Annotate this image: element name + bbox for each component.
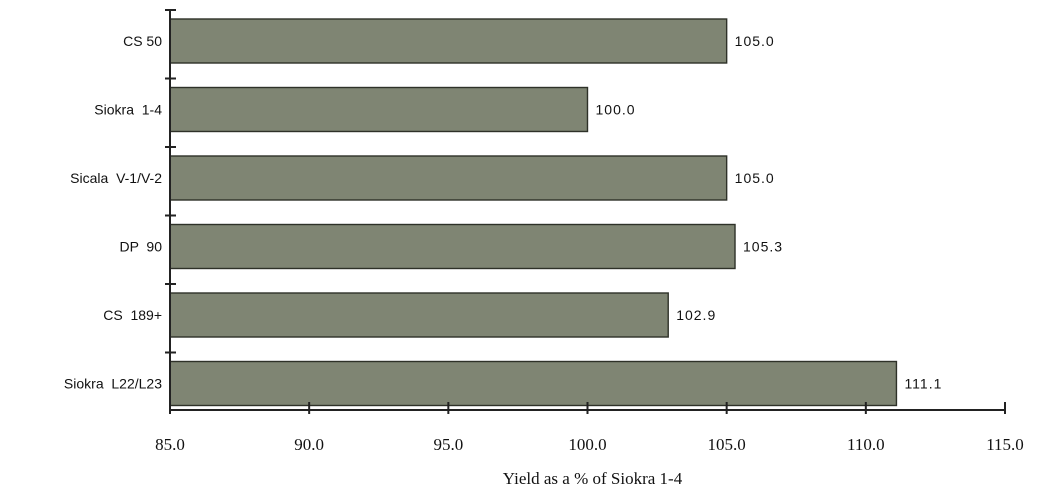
bars-group (169, 18, 898, 407)
category-label: Sicala V-1/V-2 (70, 170, 162, 186)
x-axis-title: Yield as a % of Siokra 1-4 (503, 469, 683, 488)
x-tick-label: 105.0 (708, 435, 746, 454)
x-tick-label: 110.0 (847, 435, 885, 454)
x-ticks-group: 85.0 90.0 95.0 100.0 105.0 110.0 115.0 (155, 402, 1024, 454)
category-label: CS 50 (123, 33, 162, 49)
category-label: CS 189+ (103, 307, 162, 323)
value-labels-group: 105.0 100.0 105.0 105.3 102.9 111.1 (596, 33, 942, 392)
bar-value-label: 111.1 (904, 376, 942, 392)
y-ticks-group (165, 9, 176, 354)
bar-value-label: 105.0 (735, 33, 775, 49)
bar (169, 86, 589, 133)
category-label: DP 90 (119, 239, 162, 255)
bar (169, 223, 736, 270)
bar (169, 155, 728, 201)
category-labels-group: CS 50 Siokra 1-4 Sicala V-1/V-2 DP 90 CS 189… (64, 33, 162, 392)
bar-value-label: 100.0 (596, 102, 636, 118)
category-label: Siokra L22/L23 (64, 376, 162, 392)
x-tick-label: 100.0 (568, 435, 606, 454)
bar (169, 360, 898, 407)
x-tick-label: 115.0 (986, 435, 1024, 454)
x-tick-label: 85.0 (155, 435, 185, 454)
bar-value-label: 105.3 (743, 239, 783, 255)
x-tick-label: 90.0 (294, 435, 324, 454)
x-tick-label: 95.0 (433, 435, 463, 454)
bar-value-label: 102.9 (676, 307, 716, 323)
bar (169, 18, 728, 64)
bar (169, 292, 669, 338)
category-label: Siokra 1-4 (94, 102, 162, 118)
bar-value-label: 105.0 (735, 170, 775, 186)
